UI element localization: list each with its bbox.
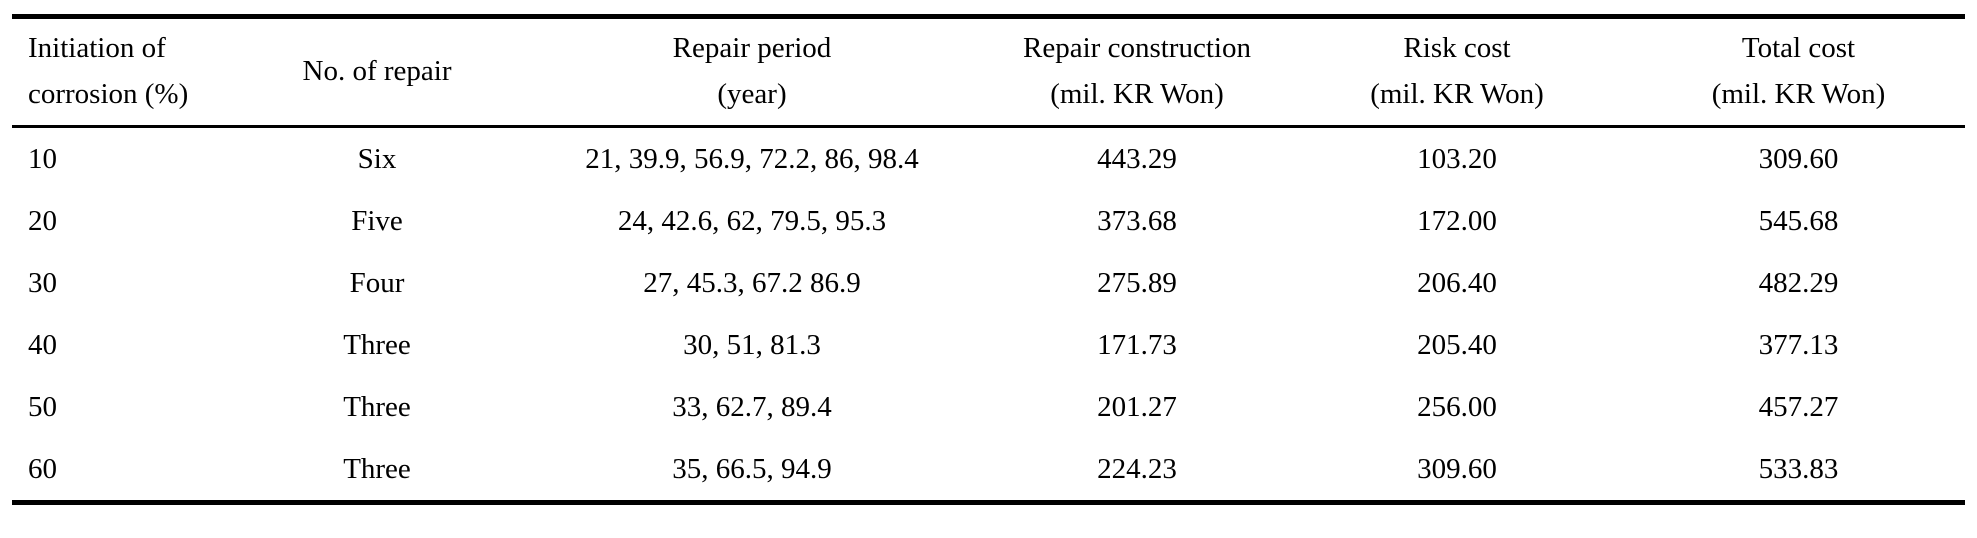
cell-total-cost: 533.83 [1758, 452, 1839, 485]
cell-risk-cost: 256.00 [1417, 390, 1497, 423]
table-row: 40 Three 30, 51, 81.3 171.73 205.40 377.… [12, 314, 1965, 376]
cell-initiation: 20 [28, 204, 57, 237]
header-line: Repair period [672, 32, 832, 65]
cell-no-of-repair: Four [349, 266, 405, 299]
cell-no-of-repair: Three [343, 328, 411, 361]
cell-total-cost: 309.60 [1758, 142, 1839, 175]
cell-risk-cost: 309.60 [1417, 452, 1497, 485]
cell-repair-construction: 171.73 [1097, 328, 1177, 361]
header-line: (year) [717, 78, 787, 110]
header-line: Initiation of [28, 32, 166, 65]
header-line: No. of repair [302, 55, 452, 88]
table-row: 50 Three 33, 62.7, 89.4 201.27 256.00 45… [12, 376, 1965, 438]
table-row: 20 Five 24, 42.6, 62, 79.5, 95.3 373.68 … [12, 190, 1965, 252]
cell-total-cost: 545.68 [1758, 204, 1839, 237]
cell-repair-construction: 224.23 [1097, 452, 1177, 485]
cell-initiation: 40 [28, 328, 57, 361]
table-body: 10 Six 21, 39.9, 56.9, 72.2, 86, 98.4 44… [12, 127, 1965, 503]
col-header-no-of-repair: No. of repair [242, 16, 512, 128]
col-header-risk-cost: Risk cost (mil. KR Won) [1282, 16, 1632, 128]
cell-repair-period: 33, 62.7, 89.4 [672, 390, 832, 423]
header-line: (mil. KR Won) [1711, 78, 1886, 110]
cell-no-of-repair: Six [357, 142, 397, 175]
cell-repair-construction: 201.27 [1097, 390, 1177, 423]
table-row: 30 Four 27, 45.3, 67.2 86.9 275.89 206.4… [12, 252, 1965, 314]
table-row: 10 Six 21, 39.9, 56.9, 72.2, 86, 98.4 44… [12, 127, 1965, 191]
cell-repair-construction: 275.89 [1097, 266, 1177, 299]
cell-repair-period: 24, 42.6, 62, 79.5, 95.3 [617, 204, 887, 237]
cell-initiation: 30 [28, 266, 57, 299]
cell-repair-period: 21, 39.9, 56.9, 72.2, 86, 98.4 [585, 142, 919, 175]
header-line: Total cost [1741, 32, 1856, 65]
cell-repair-period: 27, 45.3, 67.2 86.9 [643, 266, 861, 299]
col-header-repair-period: Repair period (year) [512, 16, 992, 128]
cell-total-cost: 482.29 [1758, 266, 1839, 299]
cell-no-of-repair: Five [351, 204, 403, 237]
header-line: Risk cost [1403, 32, 1511, 65]
cell-risk-cost: 172.00 [1417, 204, 1497, 237]
cell-repair-period: 30, 51, 81.3 [683, 328, 821, 361]
table-header: Initiation of corrosion (%) No. of repai… [12, 16, 1965, 128]
header-line: (mil. KR Won) [1050, 78, 1224, 110]
cell-total-cost: 457.27 [1758, 390, 1839, 423]
header-line: corrosion (%) [28, 78, 189, 110]
col-header-repair-construction: Repair construction (mil. KR Won) [992, 16, 1282, 128]
header-line: Repair construction [1023, 32, 1251, 65]
cell-repair-construction: 443.29 [1097, 142, 1177, 175]
cell-initiation: 10 [28, 142, 57, 175]
table-row: 60 Three 35, 66.5, 94.9 224.23 309.60 53… [12, 438, 1965, 503]
cell-repair-period: 35, 66.5, 94.9 [672, 452, 832, 485]
cell-no-of-repair: Three [343, 390, 411, 423]
header-line: (mil. KR Won) [1370, 78, 1544, 110]
col-header-initiation-of-corrosion: Initiation of corrosion (%) [12, 16, 242, 128]
header-row: Initiation of corrosion (%) No. of repai… [12, 16, 1965, 128]
cell-repair-construction: 373.68 [1097, 204, 1177, 237]
cell-initiation: 50 [28, 390, 57, 423]
col-header-total-cost: Total cost (mil. KR Won) [1632, 16, 1965, 128]
cell-no-of-repair: Three [343, 452, 411, 485]
cell-total-cost: 377.13 [1758, 328, 1839, 361]
repair-cost-table: Initiation of corrosion (%) No. of repai… [12, 14, 1965, 505]
cell-risk-cost: 206.40 [1417, 266, 1497, 299]
cell-initiation: 60 [28, 452, 57, 485]
cell-risk-cost: 205.40 [1417, 328, 1497, 361]
cell-risk-cost: 103.20 [1417, 142, 1497, 175]
